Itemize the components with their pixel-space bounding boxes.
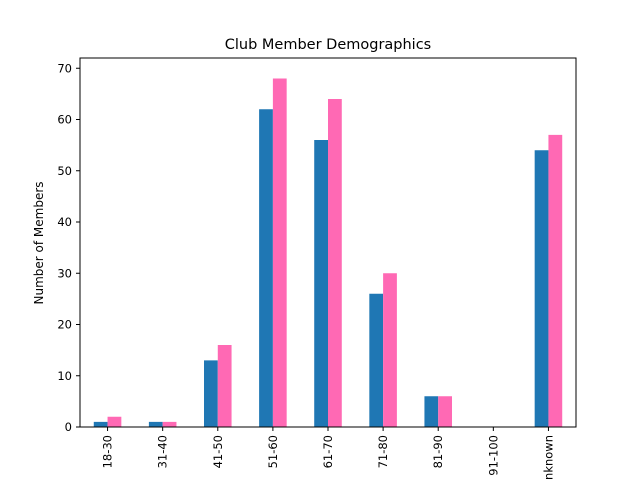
bar-series-1-18-30 <box>93 421 108 427</box>
y-tick-label: 70 <box>57 61 72 75</box>
y-tick-label: 50 <box>57 164 72 178</box>
bar-series-2-31-40 <box>162 421 177 427</box>
x-tick-label: 91-100 <box>486 435 500 476</box>
bar-series-2-18-30 <box>107 416 122 427</box>
bar-series-2-61-70 <box>328 99 342 427</box>
bar-series-1-81-90 <box>424 396 439 427</box>
x-tick-label: 61-70 <box>321 435 335 468</box>
chart-title: Club Member Demographics <box>225 37 432 53</box>
x-axis: 18-30 31-40 41-50 51-60 61-70 71-80 81-90 91-10… <box>101 427 555 480</box>
bar-series-2-81-90 <box>438 396 452 427</box>
x-tick-label: 31-40 <box>156 435 170 468</box>
bars-layer <box>93 78 563 427</box>
x-tick-label: 81-90 <box>431 435 445 468</box>
y-tick-label: 60 <box>57 113 72 127</box>
x-tick-label: Unknown <box>541 435 555 480</box>
bar-series-1-71-80 <box>369 293 384 427</box>
bar-series-1-41-50 <box>204 360 218 427</box>
y-tick-label: 20 <box>57 318 72 332</box>
x-tick-label: 41-50 <box>211 435 225 468</box>
bar-series-1-51-60 <box>259 109 273 427</box>
y-tick-label: 10 <box>57 369 72 383</box>
y-axis: 0 10 20 30 40 50 60 70 <box>57 61 80 434</box>
bar-series-2-51-60 <box>272 78 287 427</box>
x-tick-label: 18-30 <box>101 435 115 468</box>
y-tick-label: 40 <box>57 215 72 229</box>
bar-series-2-71-80 <box>383 273 397 427</box>
bar-series-1-61-70 <box>314 140 328 427</box>
y-tick-label: 0 <box>65 420 72 434</box>
y-tick-label: 30 <box>57 266 72 280</box>
bar-series-1-Unknown <box>534 150 549 427</box>
bar-series-2-Unknown <box>548 134 563 427</box>
x-tick-label: 51-60 <box>266 435 280 468</box>
bar-series-1-31-40 <box>148 421 163 427</box>
x-tick-label: 71-80 <box>376 435 390 468</box>
bar-series-2-41-50 <box>217 345 232 427</box>
y-axis-label: Number of Members <box>32 181 46 304</box>
